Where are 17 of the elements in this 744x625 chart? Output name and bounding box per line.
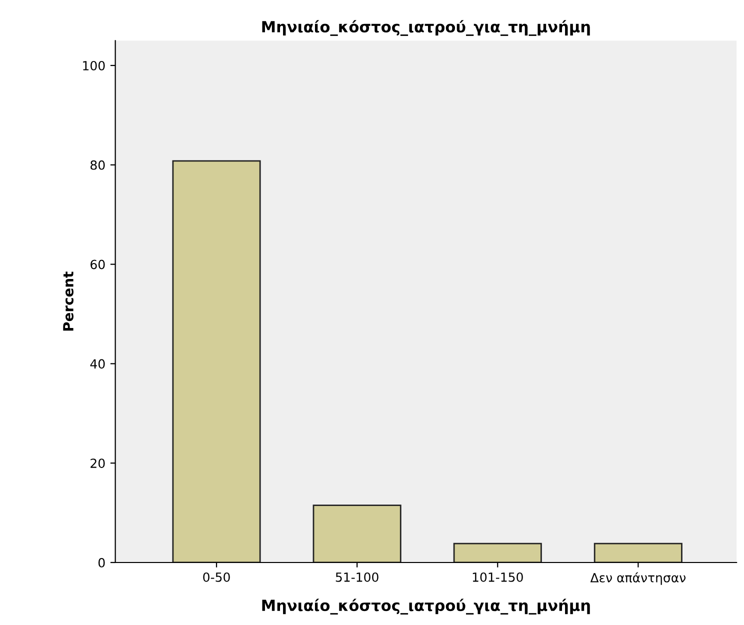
y-tick-label: 60	[90, 260, 105, 270]
y-tick-label: 80	[90, 160, 105, 170]
y-axis-title: Percent	[63, 272, 74, 331]
bar	[453, 542, 542, 562]
y-tick-label: 40	[90, 359, 105, 369]
x-tick-label: 51-100	[336, 572, 378, 582]
bar	[594, 542, 682, 562]
x-tick-label: 0-50	[203, 572, 230, 582]
chart-title: Μηνιαίο_κόστος_ιατρού_για_τη_μνήμη	[262, 20, 590, 36]
bar	[312, 504, 402, 562]
x-tick-label: Δεν απάντησαν	[590, 572, 686, 585]
bar	[172, 160, 261, 562]
y-tick-label: 20	[90, 458, 105, 468]
y-tick-label: 0	[98, 558, 105, 568]
x-tick-label: 101-150	[472, 572, 523, 582]
x-axis-title: Μηνιαίο_κόστος_ιατρού_για_τη_μνήμη	[262, 598, 590, 615]
y-tick-label: 100	[83, 60, 105, 70]
